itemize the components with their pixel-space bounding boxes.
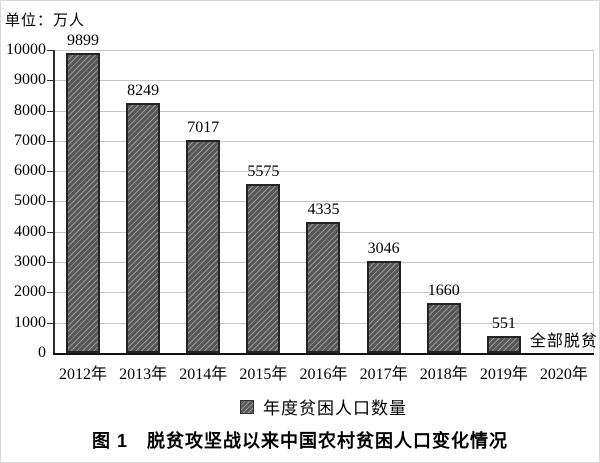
bar-2019年 [486,336,521,353]
gridline [53,80,594,81]
plot-area: 9899 8249 7017 5575 4335 3046 1660 551 全部脱贫 [47,33,597,355]
bar-value-label: 1660 [427,282,460,299]
bar-2012年 [66,53,101,353]
bar-value-label: 7017 [187,119,220,136]
x-tick-label: 2015年 [239,366,288,383]
gridline [53,111,594,112]
y-tick [47,201,53,202]
legend: 年度贫困人口数量 [53,394,594,419]
bar-value-label: 4335 [307,201,340,218]
bar-slot-2019年: 551 [474,50,534,353]
gridline [53,201,594,202]
y-tick-label: 7000 [14,132,46,149]
x-tick-label: 2018年 [419,366,468,383]
y-tick [47,50,53,51]
y-axis-labels: 0 1000 2000 3000 4000 5000 6000 7000 8000 9000 100… [0,42,46,361]
bar-slot-2017年: 3046 [354,50,414,353]
y-tick-label: 0 [38,344,46,361]
bar-2014年 [186,140,221,353]
unit-label: 单位：万人 [5,13,86,29]
y-tick-label: 4000 [14,223,46,240]
bar-value-label: 9899 [67,32,100,49]
bar-slot-2012年: 9899 [53,33,113,353]
y-tick [47,141,53,142]
x-axis-labels: 2012年 2013年 2014年 2015年 2016年 2017年 2018年 2019年… [53,360,594,384]
x-axis-line [53,353,594,355]
bar-2018年 [426,303,461,353]
y-tick [47,323,53,324]
bar-slot-2015年: 5575 [233,50,293,353]
y-tick [47,80,53,81]
y-tick-label: 6000 [14,162,46,179]
legend-label: 年度贫困人口数量 [263,399,407,418]
x-tick-label: 2016年 [299,366,348,383]
bar-value-label: 551 [491,315,516,332]
bar-value-label: 8249 [127,82,160,99]
x-tick-label: 2020年 [539,366,588,383]
legend-hatch-swatch [240,399,254,414]
bar-2016年 [306,222,341,353]
bar-2017年 [366,261,401,353]
y-tick-label: 1000 [14,314,46,331]
bar-value-label: 5575 [247,163,280,180]
bar-slot-2016年: 4335 [293,50,353,353]
y-tick-label: 10000 [6,41,46,58]
annotation-label: 全部脱贫 [529,333,598,350]
y-tick-label: 5000 [14,192,46,209]
bar-slot-2014年: 7017 [173,50,233,353]
x-tick-label: 2013年 [119,366,168,383]
bar-series: 9899 8249 7017 5575 4335 3046 1660 551 全部脱贫 [53,33,597,353]
x-tick-label: 2019年 [479,366,528,383]
plot-right-border [593,50,594,353]
y-tick-label: 8000 [14,102,46,119]
gridline [53,50,594,51]
bar-value-label: 3046 [367,240,400,257]
y-axis-line [53,50,55,355]
gridline [53,171,594,172]
y-tick-label: 3000 [14,253,46,270]
bar-2015年 [246,184,281,353]
y-tick-label: 9000 [14,71,46,88]
y-tick [47,171,53,172]
bar-slot-2013年: 8249 [113,50,173,353]
gridline [53,141,594,142]
y-tick [47,292,53,293]
y-tick [47,232,53,233]
y-tick-label: 2000 [14,283,46,300]
figure-caption: 图 1 脱贫攻坚战以来中国农村贫困人口变化情况 [91,431,508,451]
bar-slot-2020年: 全部脱贫 [530,50,597,353]
y-tick [47,111,53,112]
bar-2013年 [126,103,161,353]
x-tick-label: 2012年 [59,366,108,383]
x-tick-label: 2014年 [179,366,228,383]
y-tick [47,262,53,263]
x-tick-label: 2017年 [359,366,408,383]
bar-slot-2018年: 1660 [414,50,474,353]
